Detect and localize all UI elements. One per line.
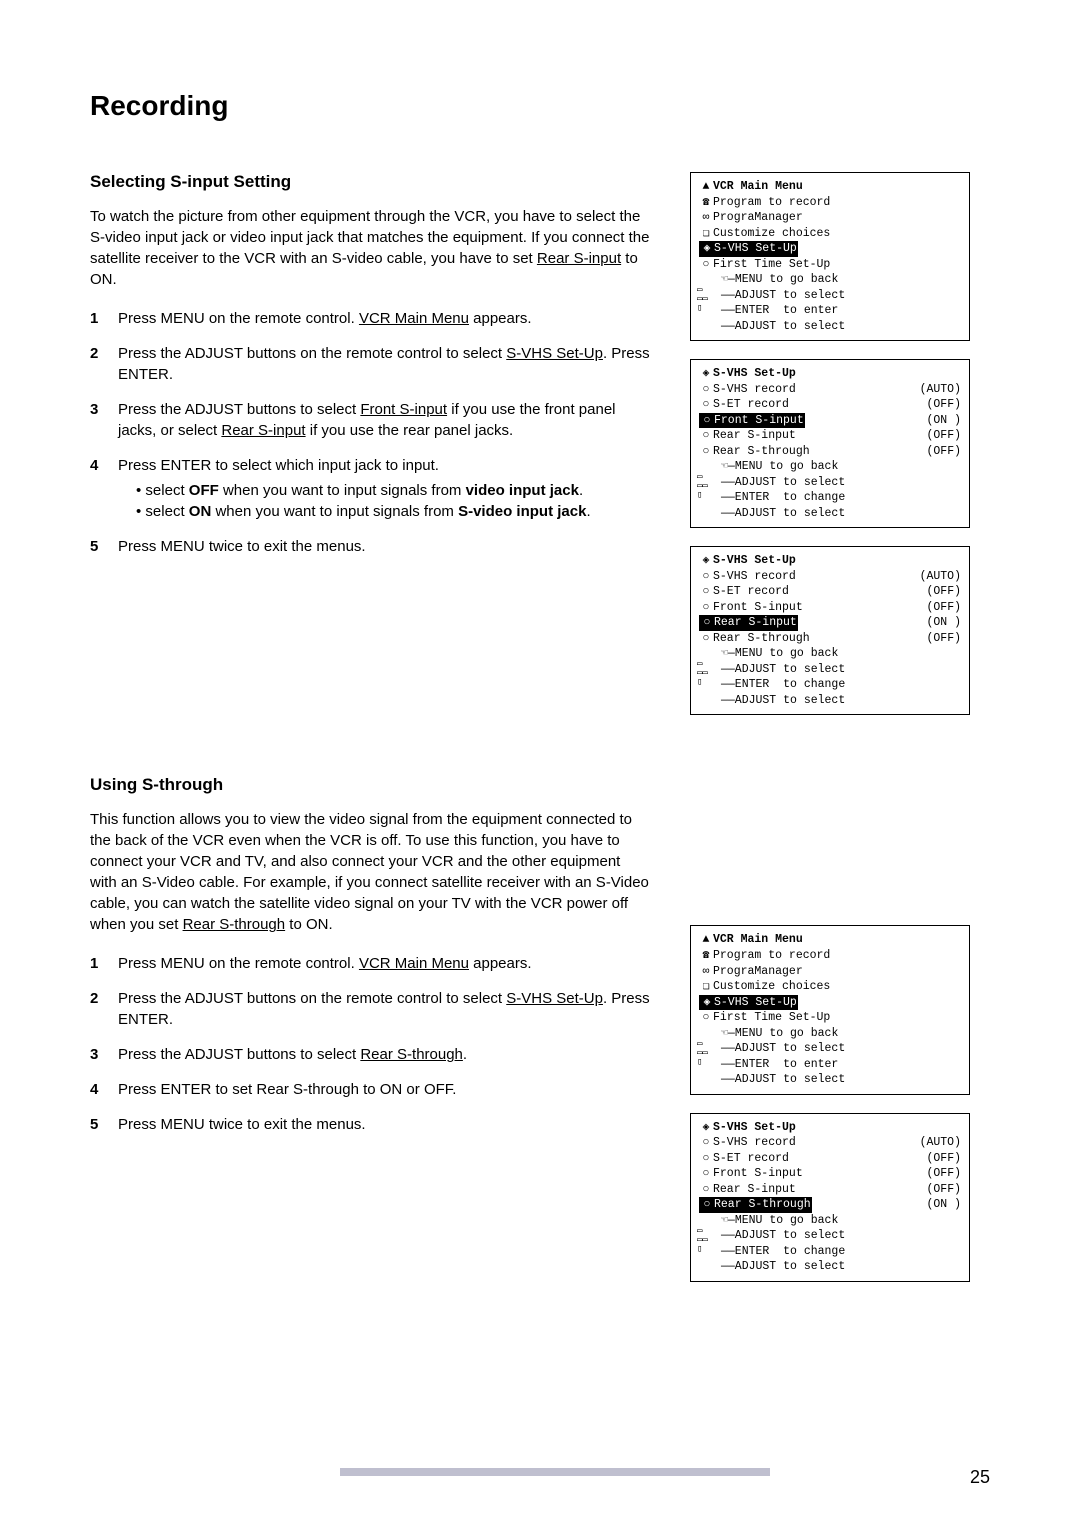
- sub-text: select: [145, 503, 188, 520]
- page-title: Recording: [90, 90, 990, 122]
- section1-menus: ▲VCR Main Menu☎Program to record∞PrograM…: [690, 172, 970, 715]
- sub-text: .: [586, 503, 590, 520]
- section1-steps: Press MENU on the remote control. VCR Ma…: [90, 308, 650, 557]
- section2-intro: This function allows you to view the vid…: [90, 809, 650, 935]
- step-underline: Rear S-input: [221, 422, 305, 439]
- sub-text: when you want to input signals from: [211, 503, 458, 520]
- sub-text: .: [579, 482, 583, 499]
- sub-bold: ON: [189, 503, 212, 520]
- step-underline: Front S-input: [360, 401, 447, 418]
- step-5: Press MENU twice to exit the menus.: [90, 1114, 650, 1135]
- step-text: appears.: [469, 955, 532, 972]
- section2-heading: Using S-through: [90, 775, 650, 795]
- sub-text: when you want to input signals from: [219, 482, 466, 499]
- section2-steps: Press MENU on the remote control. VCR Ma…: [90, 953, 650, 1135]
- vcr-main-menu-box: ▲VCR Main Menu☎Program to record∞PrograM…: [690, 172, 970, 341]
- vcr-svhs-through-box: ◈S-VHS Set-Up○S-VHS record(AUTO)○S-ET re…: [690, 1113, 970, 1282]
- section2-text: Using S-through This function allows you…: [90, 775, 650, 1281]
- step-5: Press MENU twice to exit the menus.: [90, 536, 650, 557]
- step-text: if you use the rear panel jacks.: [306, 422, 514, 439]
- step-text: Press the ADJUST buttons to select: [118, 1046, 360, 1063]
- sub-bold: video input jack: [466, 482, 579, 499]
- section2-menus: ▲VCR Main Menu☎Program to record∞PrograM…: [690, 775, 970, 1281]
- step-text: Press the ADJUST buttons to select: [118, 401, 360, 418]
- sub-item: select OFF when you want to input signal…: [136, 480, 650, 501]
- intro-text: This function allows you to view the vid…: [90, 811, 649, 933]
- intro-text-post: to ON.: [285, 916, 333, 933]
- step-underline: S-VHS Set-Up: [506, 345, 603, 362]
- section1-text: Selecting S-input Setting To watch the p…: [90, 172, 650, 715]
- step-4: Press ENTER to select which input jack t…: [90, 455, 650, 522]
- step-underline: S-VHS Set-Up: [506, 990, 603, 1007]
- step-underline: VCR Main Menu: [359, 310, 469, 327]
- step-2: Press the ADJUST buttons on the remote c…: [90, 343, 650, 385]
- sub-bold: OFF: [189, 482, 219, 499]
- vcr-svhs-front-box: ◈S-VHS Set-Up○S-VHS record(AUTO)○S-ET re…: [690, 359, 970, 528]
- step-4: Press ENTER to set Rear S-through to ON …: [90, 1079, 650, 1100]
- section1-heading: Selecting S-input Setting: [90, 172, 650, 192]
- vcr-svhs-rear-box: ◈S-VHS Set-Up○S-VHS record(AUTO)○S-ET re…: [690, 546, 970, 715]
- step-3: Press the ADJUST buttons to select Rear …: [90, 1044, 650, 1065]
- step4-sublist: select OFF when you want to input signal…: [118, 480, 650, 522]
- step-text: Press MENU on the remote control.: [118, 955, 359, 972]
- section1-intro: To watch the picture from other equipmen…: [90, 206, 650, 290]
- step-text: Press MENU on the remote control.: [118, 310, 359, 327]
- step-text: appears.: [469, 310, 532, 327]
- page-number: 25: [970, 1467, 990, 1488]
- step-text: Press ENTER to select which input jack t…: [118, 457, 439, 474]
- step-3: Press the ADJUST buttons to select Front…: [90, 399, 650, 441]
- intro-underline: Rear S-through: [183, 916, 286, 933]
- step-underline: VCR Main Menu: [359, 955, 469, 972]
- step-2: Press the ADJUST buttons on the remote c…: [90, 988, 650, 1030]
- sub-bold: S-video input jack: [458, 503, 586, 520]
- footer-bar: [340, 1468, 770, 1476]
- intro-underline: Rear S-input: [537, 250, 621, 267]
- step-underline: Rear S-through: [360, 1046, 463, 1063]
- section-s-input: Selecting S-input Setting To watch the p…: [90, 172, 990, 715]
- step-1: Press MENU on the remote control. VCR Ma…: [90, 308, 650, 329]
- step-text: .: [463, 1046, 467, 1063]
- vcr-main-menu-box: ▲VCR Main Menu☎Program to record∞PrograM…: [690, 925, 970, 1094]
- step-text: Press the ADJUST buttons on the remote c…: [118, 990, 506, 1007]
- sub-item: select ON when you want to input signals…: [136, 501, 650, 522]
- sub-text: select: [145, 482, 188, 499]
- step-1: Press MENU on the remote control. VCR Ma…: [90, 953, 650, 974]
- step-text: Press the ADJUST buttons on the remote c…: [118, 345, 506, 362]
- section-s-through: Using S-through This function allows you…: [90, 775, 990, 1281]
